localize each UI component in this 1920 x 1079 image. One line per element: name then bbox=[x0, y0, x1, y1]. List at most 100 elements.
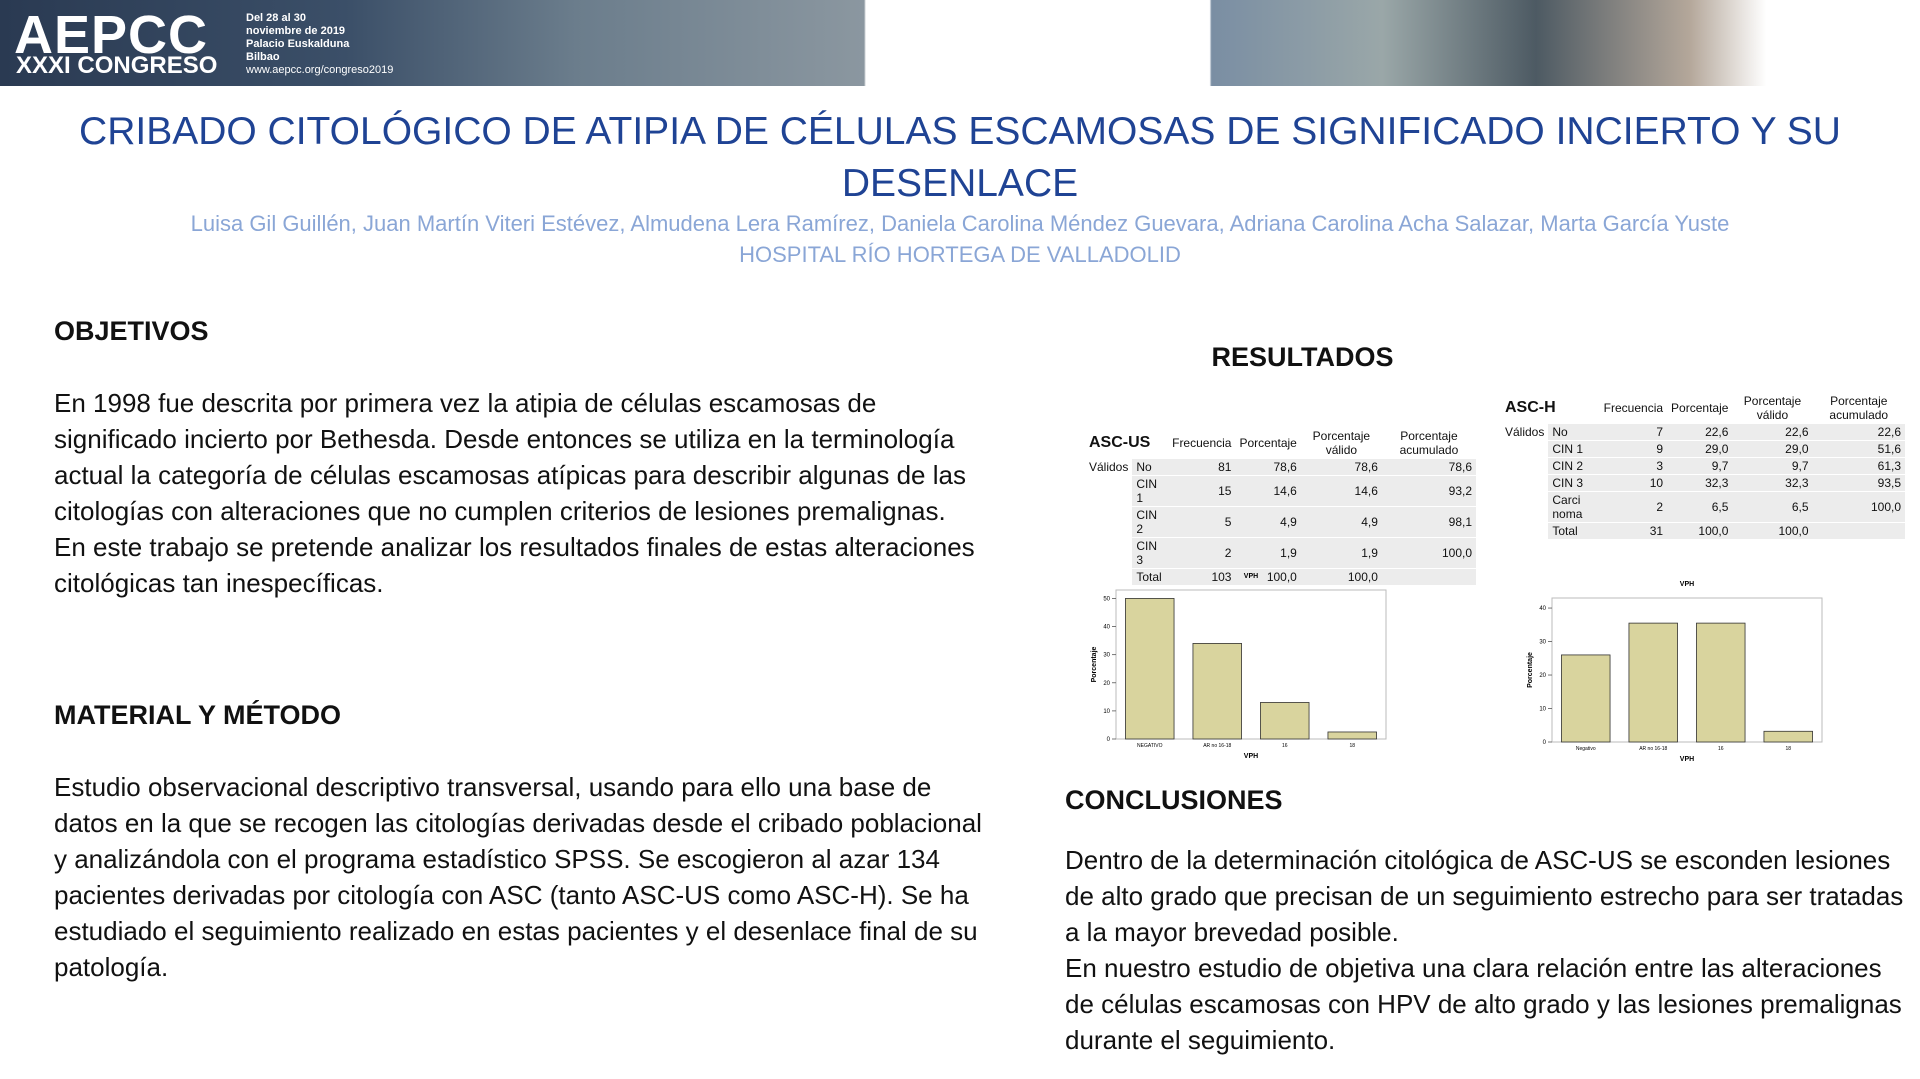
bar bbox=[1628, 622, 1678, 743]
cell: 103 bbox=[1168, 568, 1236, 586]
cell: 98,1 bbox=[1381, 506, 1476, 538]
row: CIN 2 5 4,9 4,9 98,1 bbox=[1085, 506, 1476, 538]
cell bbox=[1501, 440, 1549, 458]
date-line: Bilbao bbox=[246, 51, 280, 63]
x-tick-label: 16 bbox=[1718, 746, 1724, 752]
cell: 9 bbox=[1599, 440, 1668, 458]
date-line: noviembre de 2019 bbox=[246, 25, 346, 37]
institution: HOSPITAL RÍO HORTEGA DE VALLADOLID bbox=[739, 242, 1181, 267]
cell: 2 bbox=[1599, 491, 1668, 523]
cell: 7 bbox=[1599, 423, 1668, 441]
x-tick-label: 18 bbox=[1349, 743, 1355, 749]
cell: 31 bbox=[1599, 522, 1668, 540]
cell: 14,6 bbox=[1300, 475, 1382, 507]
bar bbox=[1561, 654, 1611, 743]
row: CIN 3 10 32,3 32,3 93,5 bbox=[1501, 474, 1905, 492]
cell: 6,5 bbox=[1667, 491, 1733, 523]
x-tick-label: AR no 16-18 bbox=[1639, 746, 1667, 752]
cell: 1,9 bbox=[1235, 537, 1301, 569]
title: CRIBADO CITOLÓGICO DE ATIPIA DE CÉLULAS … bbox=[79, 110, 1841, 205]
header-row: ASC-US Frecuencia Porcentaje Porcentaje vál… bbox=[1085, 428, 1476, 459]
cell: 15 bbox=[1168, 475, 1236, 507]
cell: 9,7 bbox=[1667, 457, 1733, 475]
x-axis-label: VPH bbox=[1244, 753, 1258, 760]
cell: 22,6 bbox=[1732, 423, 1813, 441]
paragraph: Dentro de la determinación citológica de… bbox=[1065, 845, 1904, 947]
row: CIN 1 15 14,6 14,6 93,2 bbox=[1085, 475, 1476, 507]
bar bbox=[1260, 702, 1310, 740]
row-label: CIN 3 bbox=[1132, 537, 1169, 569]
table-wrap: ASC-US Frecuencia Porcentaje Porcentaje vál… bbox=[1085, 428, 1476, 586]
chart-title: VPH bbox=[1244, 573, 1258, 580]
cell: 78,6 bbox=[1235, 458, 1301, 476]
logo: AEPCC bbox=[14, 5, 209, 65]
column-header: Porcentaje acumulado bbox=[1812, 393, 1905, 424]
header-row: ASC-H Frecuencia Porcentaje Porcentaje váli… bbox=[1501, 393, 1905, 424]
row-label: No bbox=[1132, 458, 1169, 476]
row: CIN 3 2 1,9 1,9 100,0 bbox=[1085, 537, 1476, 569]
cell: 51,6 bbox=[1812, 440, 1905, 458]
table: ASC-H Frecuencia Porcentaje Porcentaje váli… bbox=[1501, 393, 1905, 540]
row: Total 31 100,0 100,0 bbox=[1501, 522, 1905, 540]
bar bbox=[1125, 598, 1175, 740]
cell: 100,0 bbox=[1235, 568, 1301, 586]
cell bbox=[1085, 537, 1133, 569]
dates: Del 28 al 30 noviembre de 2019 Palacio E… bbox=[246, 12, 349, 64]
bar bbox=[1327, 731, 1377, 740]
x-tick-label: 18 bbox=[1785, 746, 1791, 752]
heading: RESULTADOS bbox=[1211, 342, 1394, 372]
row-group: Válidos bbox=[1085, 458, 1133, 476]
cell: 22,6 bbox=[1812, 423, 1905, 441]
banner: AEPCC XXXI CONGRESO Del 28 al 30 noviemb… bbox=[0, 0, 1920, 86]
cell: 5 bbox=[1168, 506, 1236, 538]
authors: Luisa Gil Guillén, Juan Martín Viteri Es… bbox=[190, 211, 1730, 236]
cell: 100,0 bbox=[1812, 491, 1905, 523]
x-tick-label: NEGATIVO bbox=[1137, 743, 1163, 749]
y-tick-label: 30 bbox=[1539, 640, 1546, 646]
cell bbox=[1812, 522, 1905, 540]
cell: 10 bbox=[1599, 474, 1668, 492]
cell: 100,0 bbox=[1732, 522, 1813, 540]
cell: 61,3 bbox=[1812, 457, 1905, 475]
x-tick-label: 16 bbox=[1282, 743, 1288, 749]
column-header: Porcentaje bbox=[1667, 393, 1733, 424]
y-tick-label: 10 bbox=[1103, 709, 1110, 715]
x-axis-label: VPH bbox=[1680, 756, 1694, 763]
chart-title: VPH bbox=[1680, 581, 1694, 588]
heading: CONCLUSIONES bbox=[1065, 785, 1283, 815]
cell: 1,9 bbox=[1300, 537, 1382, 569]
column-header: Porcentaje válido bbox=[1300, 428, 1382, 459]
row-label: CIN 1 bbox=[1132, 475, 1169, 507]
bar bbox=[1696, 622, 1746, 743]
paragraph: En este trabajo se pretende analizar los… bbox=[54, 532, 975, 598]
heading: OBJETIVOS bbox=[54, 316, 209, 346]
y-tick-label: 30 bbox=[1103, 653, 1110, 659]
section: OBJETIVOS En 1998 fue descrita por prime… bbox=[54, 316, 989, 601]
row-label: CIN 1 bbox=[1548, 440, 1600, 458]
cell: 100,0 bbox=[1667, 522, 1733, 540]
y-tick-label: 20 bbox=[1539, 673, 1546, 679]
chart: VPH Porcentaje VPH 0 10 20 30 40 Negativo AR no 1… bbox=[1527, 581, 1823, 763]
cell: 29,0 bbox=[1667, 440, 1733, 458]
cell: 81 bbox=[1168, 458, 1236, 476]
column-header: Frecuencia bbox=[1168, 428, 1236, 459]
cell: 9,7 bbox=[1732, 457, 1813, 475]
row: CIN 1 9 29,0 29,0 51,6 bbox=[1501, 440, 1905, 458]
row-label: No bbox=[1548, 423, 1600, 441]
row: Carci noma 2 6,5 6,5 100,0 bbox=[1501, 491, 1905, 523]
section: CONCLUSIONES Dentro de la determinación … bbox=[1065, 785, 1915, 1058]
row: Válidos No 81 78,6 78,6 78,6 bbox=[1085, 458, 1476, 476]
cell: 100,0 bbox=[1381, 537, 1476, 569]
bar bbox=[1763, 730, 1813, 743]
row-label: Total bbox=[1548, 522, 1600, 540]
url: www.aepcc.org/congreso2019 bbox=[246, 64, 394, 76]
cell: 6,5 bbox=[1732, 491, 1813, 523]
y-tick-label: 0 bbox=[1543, 740, 1547, 746]
y-tick-label: 20 bbox=[1103, 681, 1110, 687]
cell: 93,5 bbox=[1812, 474, 1905, 492]
table: ASC-US Frecuencia Porcentaje Porcentaje vál… bbox=[1085, 428, 1476, 586]
x-tick-label: Negativo bbox=[1576, 746, 1596, 752]
y-axis-label: Porcentaje bbox=[1091, 646, 1098, 682]
paragraph: En 1998 fue descrita por primera vez la … bbox=[54, 388, 966, 526]
